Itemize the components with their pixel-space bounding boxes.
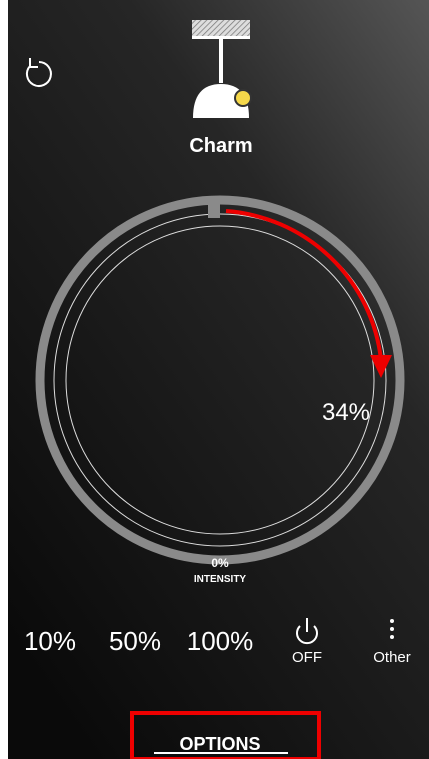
power-icon[interactable] xyxy=(296,618,318,645)
preset-button[interactable]: 10% xyxy=(24,626,76,656)
device-name: Charm xyxy=(189,135,252,157)
dial-caption: INTENSITY xyxy=(194,574,247,585)
dial-min: 0% xyxy=(211,556,229,570)
other-button[interactable]: Other xyxy=(373,649,411,666)
background xyxy=(8,0,429,759)
preset-button[interactable]: 50% xyxy=(109,626,161,656)
refresh-button[interactable] xyxy=(25,58,52,87)
preset-button[interactable]: 100% xyxy=(187,626,254,656)
dial[interactable] xyxy=(35,195,405,565)
off-button[interactable]: OFF xyxy=(292,649,322,666)
highlight-box xyxy=(130,711,321,759)
more-icon[interactable] xyxy=(390,619,394,639)
options-button[interactable]: OPTIONS xyxy=(179,734,260,754)
lamp-icon xyxy=(192,20,252,118)
dial-value: 34% xyxy=(322,399,370,426)
